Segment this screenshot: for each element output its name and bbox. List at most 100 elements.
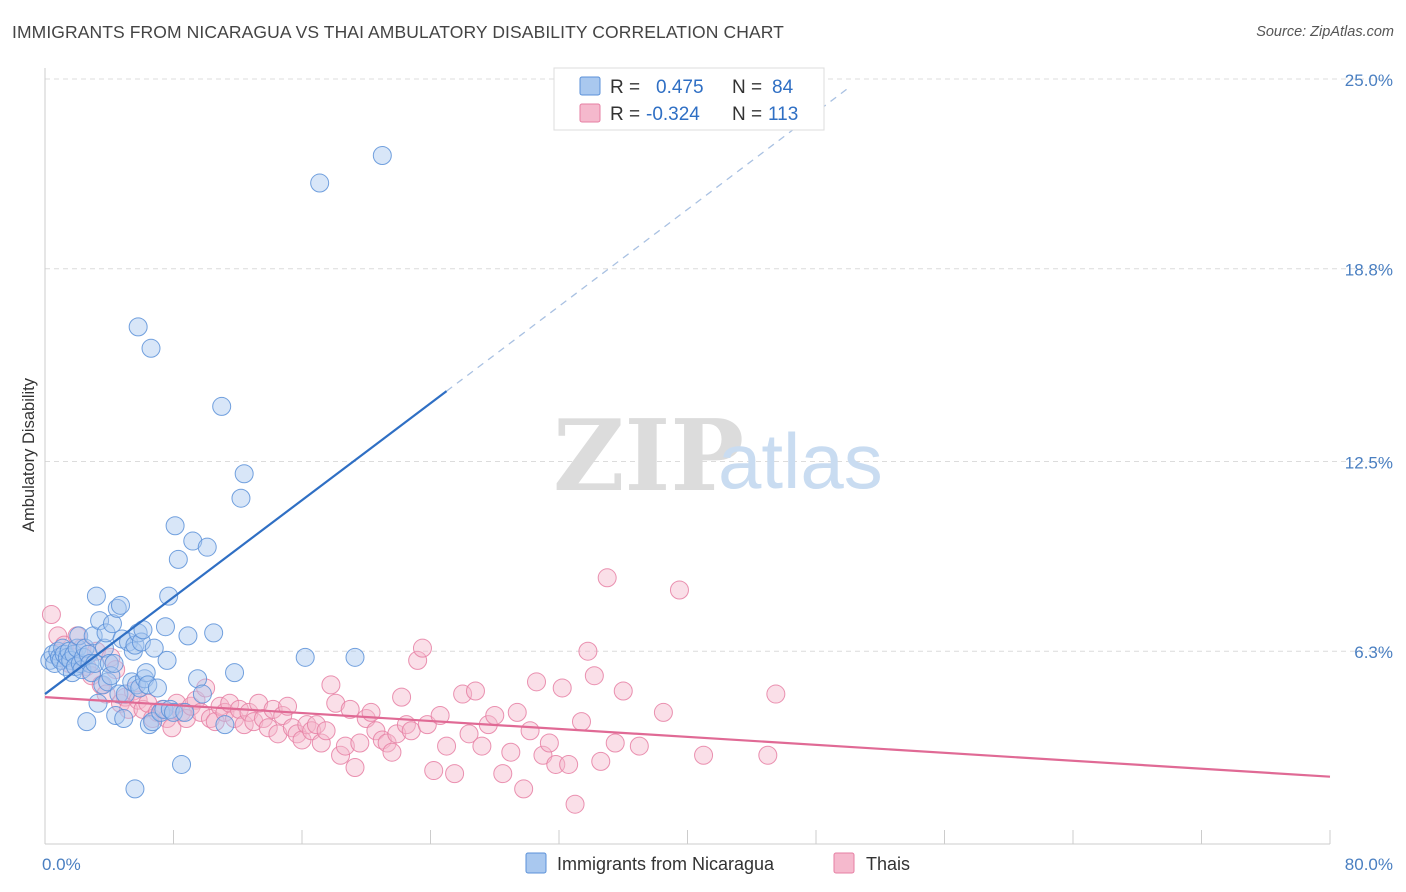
legend-n-value: 113 <box>768 104 798 125</box>
data-point <box>372 146 392 165</box>
legend-r-value: 0.475 <box>656 77 704 98</box>
data-point <box>507 702 527 722</box>
data-point <box>165 516 185 536</box>
data-point <box>109 684 129 704</box>
data-point <box>629 736 649 756</box>
data-point <box>204 623 224 643</box>
data-point <box>437 736 457 756</box>
chart-source: Source: ZipAtlas.com <box>1256 24 1394 40</box>
data-point <box>527 672 547 692</box>
watermark: ZIP atlas <box>553 399 883 514</box>
data-point <box>102 614 122 634</box>
data-point <box>472 736 492 756</box>
x-tick-label: 0.0% <box>42 855 81 874</box>
data-point <box>591 751 611 771</box>
bottom-legend-swatch-nicaragua <box>525 852 547 874</box>
data-point <box>178 626 198 646</box>
data-point <box>197 537 217 557</box>
y-axis-label: Ambulatory Disability <box>20 377 38 532</box>
legend-r-label: R = <box>610 77 640 98</box>
data-point <box>340 699 360 719</box>
data-point <box>559 754 579 774</box>
data-point <box>445 764 465 784</box>
bottom-legend-thais: Thais <box>866 854 910 874</box>
data-point <box>306 715 326 735</box>
data-point <box>139 715 159 735</box>
data-point <box>578 641 598 661</box>
bottom-legend: Immigrants from Nicaragua Thais <box>525 852 910 874</box>
y-tick-labels: 6.3% 12.5% 18.8% 25.0% <box>1345 71 1393 662</box>
data-point <box>144 638 164 658</box>
legend-n-value: 84 <box>772 77 794 98</box>
data-point <box>192 684 212 704</box>
data-point <box>310 173 330 193</box>
legend-r-value: -0.324 <box>646 104 700 125</box>
trend-nicaragua-extension <box>446 87 849 392</box>
data-point <box>135 669 155 689</box>
trend-lines <box>44 87 1331 778</box>
data-point <box>212 396 232 416</box>
data-point <box>424 761 444 781</box>
y-tick-label: 12.5% <box>1345 454 1393 473</box>
data-point <box>114 709 134 729</box>
data-point <box>335 736 355 756</box>
data-point <box>107 598 127 618</box>
bottom-legend-nicaragua: Immigrants from Nicaragua <box>557 854 775 874</box>
data-point <box>459 724 479 744</box>
data-point <box>430 705 450 725</box>
data-point <box>321 675 341 695</box>
y-tick-label: 18.8% <box>1345 261 1393 280</box>
data-point <box>465 681 485 701</box>
legend-n-label: N = <box>732 77 762 98</box>
data-point <box>101 666 121 686</box>
x-tick-labels: 0.0% 80.0% <box>42 855 1393 874</box>
data-point <box>533 745 553 765</box>
data-point <box>345 758 365 777</box>
data-point <box>366 721 386 741</box>
data-point <box>183 531 203 551</box>
y-tick-label: 25.0% <box>1345 71 1393 90</box>
data-point <box>316 721 336 741</box>
data-point <box>613 681 633 701</box>
y-tick-label: 6.3% <box>1354 643 1393 662</box>
data-point <box>172 754 192 774</box>
data-point <box>453 684 473 704</box>
data-point <box>514 779 534 799</box>
data-point <box>382 742 402 762</box>
data-point <box>552 678 572 698</box>
data-point <box>231 488 251 508</box>
data-point <box>520 721 540 741</box>
data-point <box>766 684 786 704</box>
data-point <box>215 715 235 735</box>
data-point <box>67 638 87 658</box>
data-point <box>565 794 585 814</box>
data-point <box>164 702 183 722</box>
trend-nicaragua <box>44 390 448 695</box>
data-point <box>110 595 130 615</box>
data-point <box>90 611 110 631</box>
data-point <box>408 650 428 670</box>
data-point <box>104 653 124 673</box>
data-point <box>176 709 196 729</box>
data-point <box>147 678 167 698</box>
data-point <box>311 733 331 753</box>
data-point <box>539 733 559 753</box>
data-point <box>136 663 156 683</box>
data-point <box>331 745 351 765</box>
data-point <box>295 647 315 667</box>
data-point <box>168 549 188 569</box>
data-point <box>41 605 61 624</box>
data-point <box>263 699 283 719</box>
data-point <box>77 712 97 732</box>
data-point <box>493 764 513 784</box>
data-point <box>584 666 604 686</box>
data-point <box>597 568 617 588</box>
data-point <box>501 742 521 762</box>
watermark-atlas: atlas <box>718 417 883 505</box>
legend-r-label: R = <box>610 104 640 125</box>
data-point <box>653 702 673 722</box>
data-point <box>571 712 591 732</box>
grid-lines <box>45 78 1392 652</box>
data-point <box>141 338 161 358</box>
